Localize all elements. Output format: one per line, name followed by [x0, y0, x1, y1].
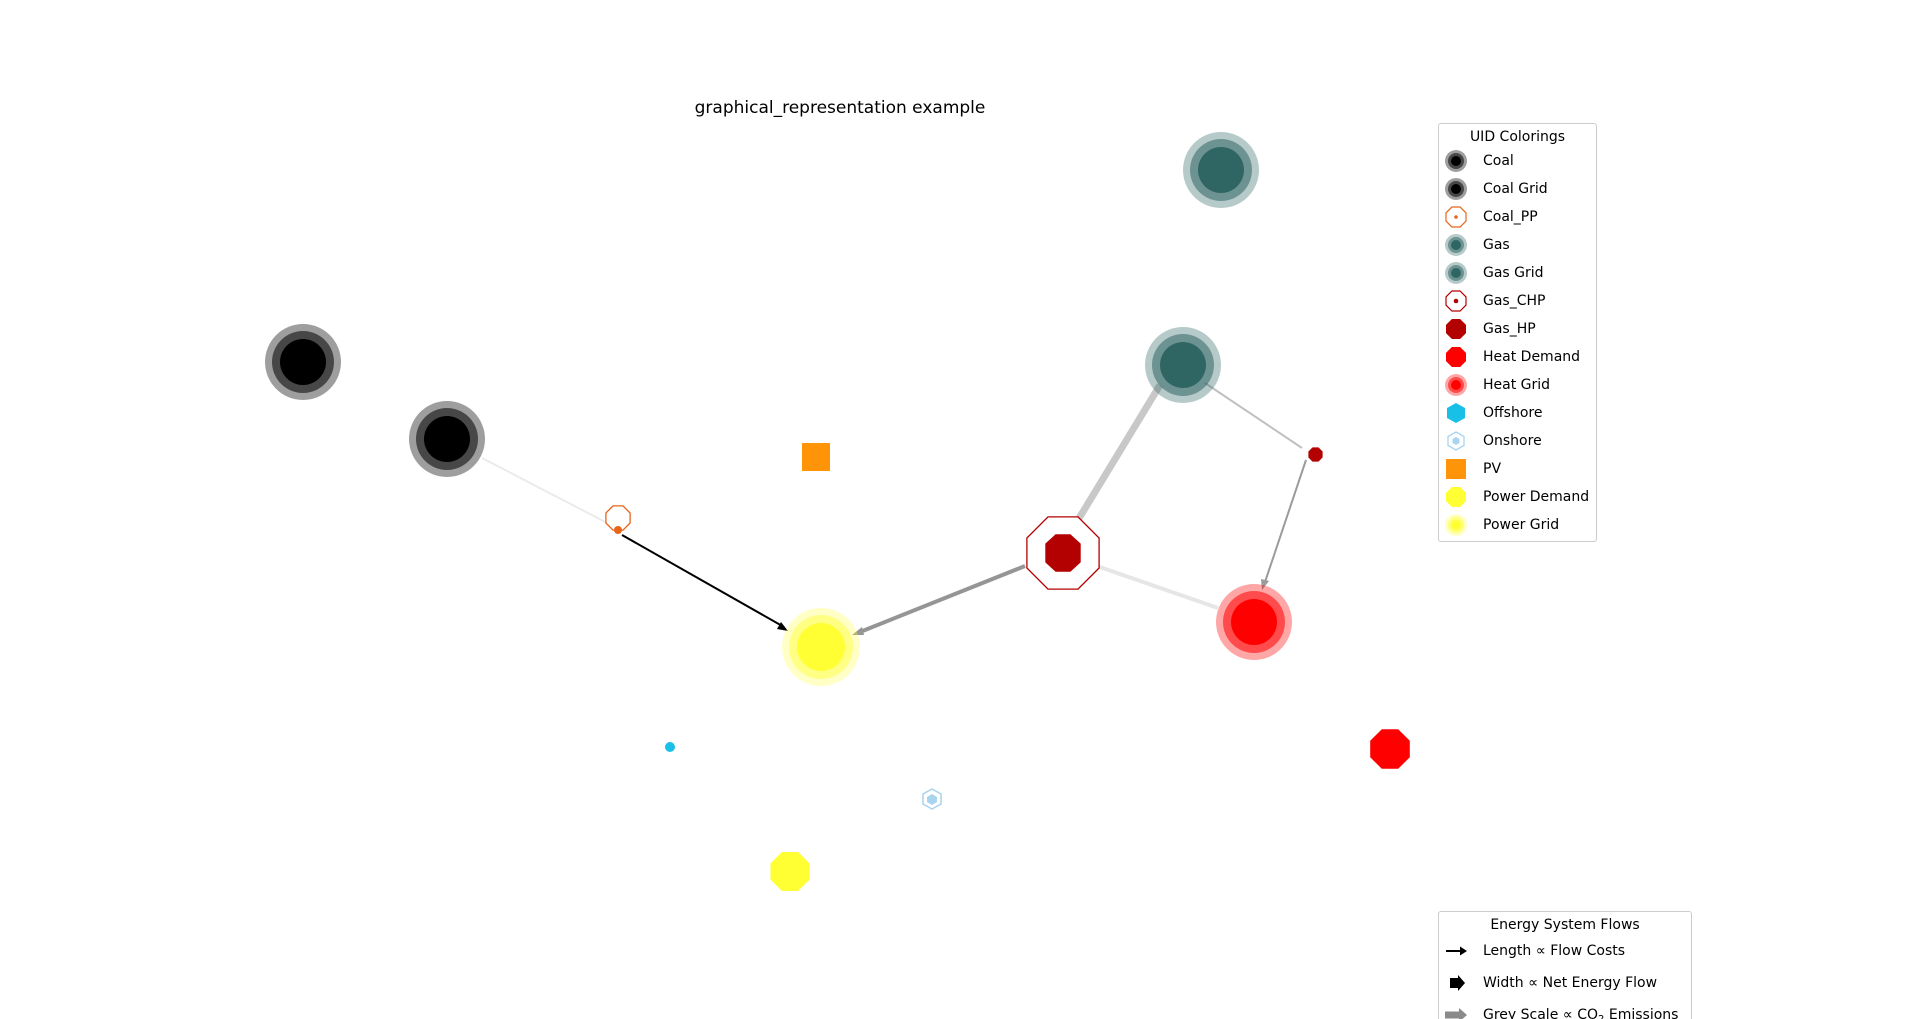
edge-gas-grid-to-gas-hp — [1204, 382, 1303, 449]
gas-grid-icon — [1445, 262, 1467, 284]
legend-flow-width: Width ∝ Net Energy Flow — [1439, 967, 1691, 999]
arrow-width-icon — [1450, 975, 1465, 991]
gas-hp-icon — [1446, 319, 1466, 339]
legend-item-gas: Gas — [1439, 231, 1596, 259]
coal-grid-icon — [1445, 178, 1467, 200]
legend-item-coal-pp: Coal_PP — [1439, 203, 1596, 231]
power-demand-icon — [1446, 487, 1466, 507]
edge-gas-chp-arrowhead — [852, 627, 864, 635]
legend-label: Heat Demand — [1483, 349, 1581, 365]
node-heat-grid[interactable] — [1216, 584, 1292, 660]
legend-flow-label: Flow Costs — [1550, 943, 1626, 959]
legend-item-offshore: Offshore — [1439, 399, 1596, 427]
gas-chp-icon — [1445, 290, 1467, 312]
legend-label: Heat Grid — [1483, 377, 1551, 393]
edge-gas-hp-arrowhead — [1261, 579, 1269, 590]
coal-icon — [1445, 150, 1467, 172]
legend-label: Coal_PP — [1483, 209, 1538, 225]
legend-item-power-demand: Power Demand — [1439, 483, 1596, 511]
legend-flow-grey-scale: Grey Scale ∝ CO2 Emissions — [1439, 999, 1691, 1019]
legend-item-heat-grid: Heat Grid — [1439, 371, 1596, 399]
legend-flow-label: Emissions — [1608, 1007, 1679, 1019]
legend-flow-label: Grey Scale — [1483, 1007, 1559, 1019]
edge-coal-grid-to-coal-pp — [481, 457, 616, 528]
legend-label: Gas — [1483, 237, 1510, 253]
edge-gas-grid-to-gas-chp — [1075, 383, 1163, 522]
legend-flow-label: Length — [1483, 943, 1532, 959]
edge-gas-hp-to-heat-grid — [1264, 459, 1307, 583]
heat-demand-icon — [1446, 347, 1466, 367]
proportional-symbol: ∝ — [1562, 1007, 1573, 1019]
edge-coal-pp-arrowhead — [777, 622, 788, 631]
edge-gas-chp-to-heat-grid — [1093, 563, 1219, 610]
legend-label: Offshore — [1483, 405, 1543, 421]
onshore-icon — [1447, 431, 1465, 451]
offshore-icon — [1447, 403, 1465, 423]
legend-label: Coal — [1483, 153, 1514, 169]
heat-grid-icon — [1445, 374, 1467, 396]
legend-item-power-grid: Power Grid — [1439, 511, 1596, 539]
legend-label: Onshore — [1483, 433, 1542, 449]
node-pv[interactable] — [802, 443, 830, 471]
legend-label: PV — [1483, 461, 1502, 477]
legend-label: Power Grid — [1483, 517, 1560, 533]
legend-item-onshore: Onshore — [1439, 427, 1596, 455]
power-grid-icon — [1445, 514, 1467, 536]
arrow-length-icon — [1446, 946, 1467, 956]
pv-icon — [1446, 459, 1466, 479]
legend-flow-label: Net Energy Flow — [1542, 975, 1658, 991]
legend-uid-title: UID Colorings — [1469, 129, 1566, 145]
edge-coal-pp-to-power-grid — [621, 534, 785, 628]
arrow-grey-icon — [1445, 1008, 1467, 1019]
legend-flow-label: Width — [1483, 975, 1524, 991]
legend-item-pv: PV — [1439, 455, 1596, 483]
node-heat-demand[interactable] — [1370, 729, 1410, 769]
node-gas-grid[interactable] — [1145, 327, 1221, 403]
node-coal[interactable] — [265, 324, 341, 400]
legend-item-gas-grid: Gas Grid — [1439, 259, 1596, 287]
legend-item-heat-demand: Heat Demand — [1439, 343, 1596, 371]
legend-label: Gas Grid — [1483, 265, 1544, 281]
legend-flow-label: CO — [1577, 1007, 1599, 1019]
node-gas-hp[interactable] — [1308, 447, 1323, 462]
node-onshore[interactable] — [922, 788, 942, 810]
legend-label: Gas_HP — [1483, 321, 1536, 337]
proportional-symbol: ∝ — [1528, 975, 1539, 991]
figure-title: graphical_representation example — [694, 98, 986, 118]
legend-item-coal: Coal — [1439, 147, 1596, 175]
node-gas-chp[interactable] — [1026, 516, 1100, 590]
node-power-demand[interactable] — [770, 852, 810, 891]
legend-item-gas-hp: Gas_HP — [1439, 315, 1596, 343]
legend-label: Gas_CHP — [1483, 293, 1546, 309]
node-coal-grid[interactable] — [409, 401, 485, 477]
coal-pp-icon — [1445, 206, 1467, 228]
node-coal-pp[interactable] — [605, 505, 631, 534]
legend-item-gas-chp: Gas_CHP — [1439, 287, 1596, 315]
edge-gas-chp-to-power-grid — [859, 564, 1026, 634]
legend-energy-system-flows: Energy System Flows Length ∝ Flow Costs … — [1438, 911, 1692, 1019]
legend-flow-length: Length ∝ Flow Costs — [1439, 935, 1691, 967]
subscript-2: 2 — [1598, 1014, 1604, 1019]
legend-item-coal-grid: Coal Grid — [1439, 175, 1596, 203]
legend-flows-title: Energy System Flows — [1490, 917, 1640, 933]
node-gas[interactable] — [1183, 132, 1259, 208]
legend-label: Coal Grid — [1483, 181, 1548, 197]
legend-label: Power Demand — [1483, 489, 1590, 505]
node-offshore[interactable] — [665, 742, 675, 752]
node-power-grid[interactable] — [782, 608, 860, 686]
legend-uid-colorings: UID Colorings Coal Coal Grid Coal_PP — [1438, 123, 1597, 542]
proportional-symbol: ∝ — [1535, 943, 1546, 959]
gas-icon — [1445, 234, 1467, 256]
